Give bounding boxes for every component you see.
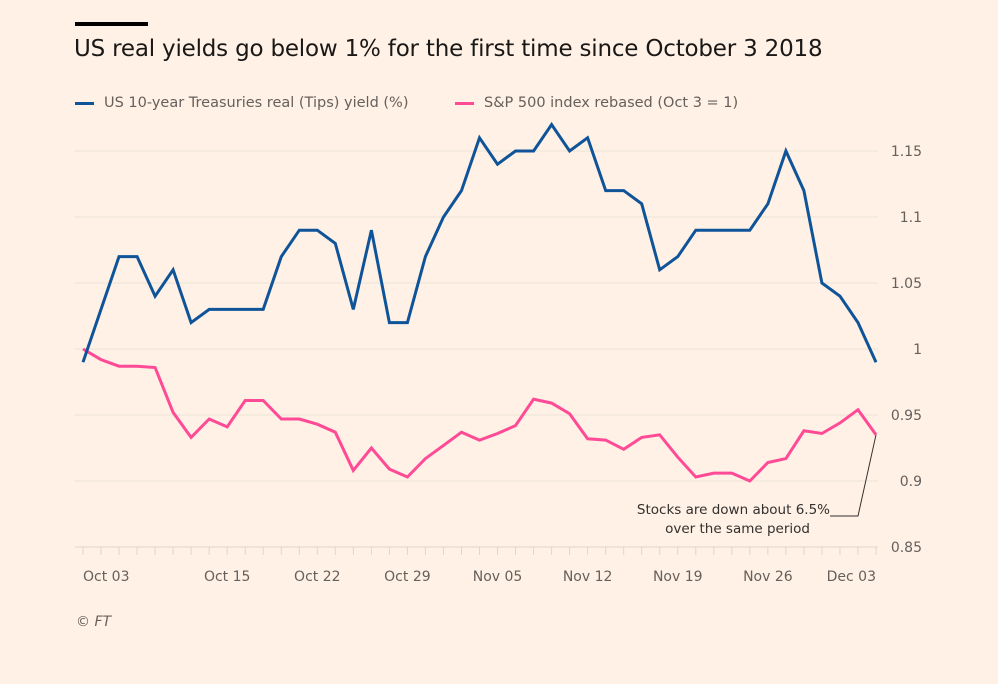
annotation-text: Stocks are down about 6.5% [637, 502, 830, 518]
x-tick-label: Oct 15 [204, 569, 250, 585]
series-line-sp500 [82, 347, 878, 483]
x-tick-label: Oct 22 [294, 569, 340, 585]
legend-label: S&P 500 index rebased (Oct 3 = 1) [484, 95, 739, 111]
legend-item-sp500: S&P 500 index rebased (Oct 3 = 1) [455, 95, 738, 111]
x-tick-label: Nov 26 [743, 569, 793, 585]
legend-item-tips-yield: US 10-year Treasuries real (Tips) yield … [75, 95, 408, 111]
y-tick-label: 1.15 [891, 144, 922, 160]
x-tick-label: Oct 03 [83, 569, 129, 585]
legend-label: US 10-year Treasuries real (Tips) yield … [104, 95, 409, 111]
annotation-text: over the same period [665, 521, 810, 537]
legend-swatch-pink [455, 101, 474, 105]
y-tick-label: 1 [913, 342, 922, 358]
x-tick-label: Nov 12 [563, 569, 613, 585]
x-tick-label: Nov 05 [473, 569, 523, 585]
y-tick-label: 1.1 [900, 210, 922, 226]
y-tick-label: 0.95 [891, 408, 922, 424]
series-line-tips-yield [81, 121, 878, 363]
legend-swatch-blue [75, 101, 94, 105]
chart-title: US real yields go below 1% for the first… [74, 36, 823, 62]
title-rule [75, 22, 148, 26]
y-tick-label: 0.85 [891, 540, 922, 556]
y-tick-label: 0.9 [900, 474, 922, 490]
source-credit: © FT [76, 614, 112, 630]
annotation-leader-line [830, 434, 877, 517]
x-tick-label: Oct 29 [384, 569, 430, 585]
x-tick-label: Dec 03 [827, 569, 876, 585]
y-tick-label: 1.05 [891, 276, 922, 292]
x-tick-label: Nov 19 [653, 569, 703, 585]
